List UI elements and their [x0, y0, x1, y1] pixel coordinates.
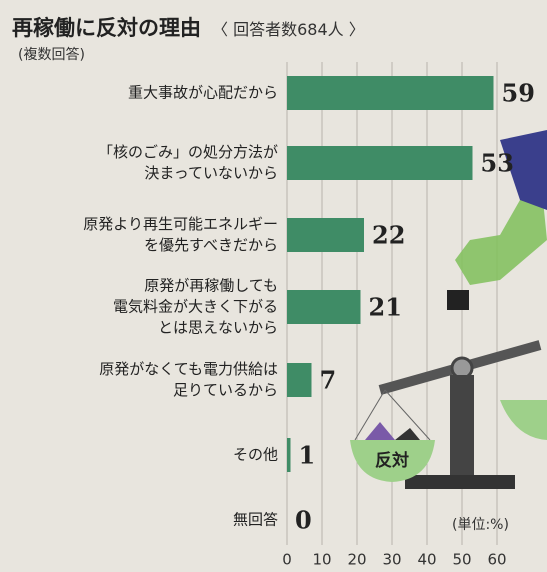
category-label: 原発が再稼働しても 電気料金が大きく下がる とは思えないから [112, 276, 278, 337]
x-tick-label: 30 [382, 551, 401, 569]
category-label: 原発より再生可能エネルギー を優先すべきだから [83, 215, 278, 254]
bar [287, 146, 473, 180]
value-label: 0 [295, 506, 312, 535]
value-label: 53 [481, 149, 514, 178]
x-tick-label: 0 [282, 551, 292, 569]
waste [395, 428, 420, 440]
bar [287, 218, 364, 252]
base [405, 475, 515, 489]
unit-label: (単位:%) [452, 517, 509, 533]
sleeve [500, 130, 547, 210]
value-label: 59 [502, 79, 535, 108]
x-tick-label: 50 [452, 551, 471, 569]
value-label: 21 [369, 293, 402, 322]
x-tick-label: 20 [347, 551, 366, 569]
illustration: 反対 [350, 130, 547, 489]
category-label: 無回答 [232, 510, 278, 529]
string [354, 389, 386, 441]
illustration-label: 反対 [375, 450, 409, 471]
pillar [450, 375, 474, 475]
pan [500, 400, 547, 440]
x-tick-label: 60 [487, 551, 506, 569]
note: (複数回答) [18, 47, 85, 63]
category-label: 「核のごみ」の処分方法が 決まっていないから [97, 143, 278, 182]
bar [287, 438, 291, 472]
string [384, 389, 431, 441]
value-label: 22 [372, 221, 405, 250]
pan [350, 440, 435, 482]
waste [365, 422, 395, 440]
value-label: 1 [299, 441, 316, 470]
bar [287, 290, 361, 324]
bar [287, 76, 494, 110]
category-label: 原発がなくても電力供給は 足りているから [99, 360, 278, 399]
chart-title: 再稼働に反対の理由 [12, 16, 201, 40]
value-label: 7 [320, 366, 337, 395]
chart-subtitle: 〈 回答者数684人 〉 [212, 20, 365, 39]
category-label: 重大事故が心配だから [127, 83, 278, 102]
x-tick-label: 40 [417, 551, 436, 569]
category-label: その他 [232, 445, 278, 464]
bar [287, 363, 312, 397]
x-tick-label: 10 [312, 551, 331, 569]
weight [447, 290, 469, 310]
